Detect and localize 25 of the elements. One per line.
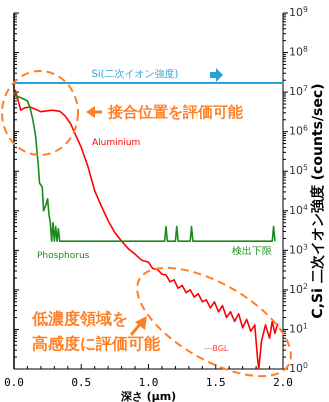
y-tick-label: 10$^{6}$ bbox=[289, 123, 308, 138]
x-axis-title: 深さ (μm) bbox=[120, 390, 176, 402]
annotation: 接合位置を評価可能 bbox=[107, 103, 244, 121]
series-label: Phosphorus bbox=[37, 251, 90, 261]
annotation: 低濃度領域を bbox=[31, 309, 128, 328]
annotation: 高感度に評価可能 bbox=[32, 334, 160, 353]
x-tick-label: 2.0 bbox=[273, 376, 293, 389]
y-tick-label: 10$^{2}$ bbox=[289, 281, 308, 296]
series-label: Aluminium bbox=[92, 138, 140, 148]
series-label: Si(二次イオン強度) bbox=[92, 68, 179, 80]
x-tick-label: 0.5 bbox=[71, 376, 92, 389]
y-tick-label: 10$^{8}$ bbox=[289, 44, 308, 59]
x-tick-label: 1.0 bbox=[138, 376, 158, 389]
y-tick-label: 10$^{1}$ bbox=[289, 320, 308, 336]
x-tick-label: 0.0 bbox=[4, 376, 24, 389]
x-tick-label: 1.5 bbox=[206, 376, 226, 389]
y-axis-title: C,Si 二次イオン強度 (counts/sec) bbox=[309, 83, 326, 319]
y-tick-label: 10$^{0}$ bbox=[289, 360, 308, 375]
annotation: 検出下限 bbox=[232, 245, 272, 257]
y-tick-label: 10$^{3}$ bbox=[289, 242, 308, 256]
y-tick-label: 10$^{7}$ bbox=[289, 84, 308, 98]
annotation: ---BGL bbox=[204, 344, 229, 353]
y-tick-label: 10$^{4}$ bbox=[289, 202, 308, 217]
y-tick-label: 10$^{5}$ bbox=[289, 162, 308, 178]
y-tick-label: 10$^{9}$ bbox=[289, 4, 308, 19]
